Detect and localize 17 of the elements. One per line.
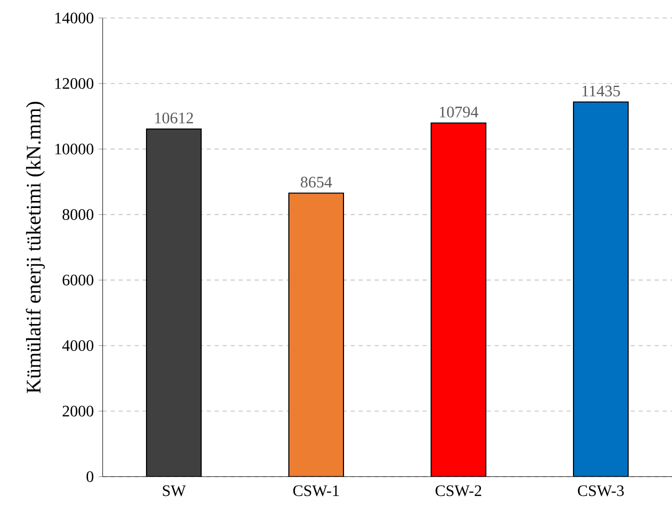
y-tick-label: 12000 [55, 78, 94, 89]
x-tick-label: CSW-3 [578, 485, 624, 496]
x-tick-label: SW [162, 485, 186, 496]
x-tick-label: CSW-2 [436, 485, 482, 496]
y-tick-label: 14000 [55, 12, 94, 24]
data-label: 10794 [440, 106, 478, 118]
y-axis-title: Kümülatif enerji tüketimi (kN.mm) [26, 102, 45, 394]
y-tick-label: 2000 [62, 406, 94, 417]
y-tick-label: 10000 [55, 144, 94, 154]
y-tick-label: 6000 [62, 274, 94, 286]
y-tick-label: 8000 [62, 209, 94, 220]
data-label: 10612 [155, 112, 193, 124]
y-tick-label: 4000 [62, 340, 94, 351]
x-tick-label: CSW-1 [293, 485, 339, 496]
y-tick-label: 0 [86, 471, 94, 482]
data-label: 11435 [582, 86, 620, 96]
data-label: 8654 [300, 176, 332, 188]
